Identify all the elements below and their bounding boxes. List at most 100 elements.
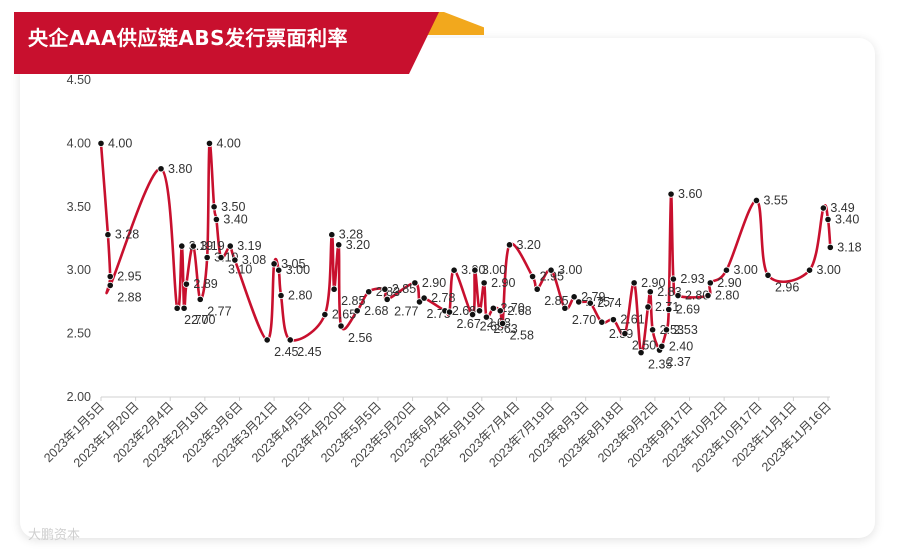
data-point [586,299,594,307]
data-point [353,307,361,315]
data-label: 2.85 [392,282,416,296]
data-label: 3.28 [115,228,139,242]
data-point [665,305,673,314]
data-point [644,303,652,311]
x-tick-label: 2023年3月6日 [180,399,246,465]
data-point [505,241,514,249]
banner-red [14,12,439,74]
chart-card [20,38,875,538]
data-label: 2.58 [510,328,534,342]
data-point [489,304,497,312]
data-label: 3.19 [237,239,261,253]
data-point [381,285,389,293]
x-tick-label: 2023年4月5日 [249,399,315,465]
data-point [321,310,329,319]
data-label: 2.90 [641,276,665,290]
data-label: 2.65 [332,308,356,322]
y-tick-label: 3.50 [67,200,91,214]
data-point [97,139,105,147]
data-label: 2.68 [507,304,531,318]
data-point [498,319,507,328]
data-label: 3.00 [817,263,841,277]
data-point [533,285,541,293]
data-label: 4.00 [108,136,132,150]
data-label: 2.95 [540,270,564,284]
data-label: 2.90 [717,276,741,290]
data-label: 3.10 [228,263,252,277]
data-label: 2.59 [609,327,633,341]
data-label: 2.70 [500,301,524,315]
data-label: 2.45 [297,345,321,359]
data-point [706,279,714,287]
data-point [365,288,373,296]
data-label: 3.20 [346,238,370,252]
data-label: 3.00 [558,263,582,277]
data-label: 3.00 [286,263,310,277]
data-point [658,342,666,350]
data-point [277,291,285,300]
x-tick-label: 2023年7月4日 [457,399,523,465]
data-label: 2.77 [207,304,231,318]
data-point [575,298,583,306]
data-label: 2.70 [184,313,208,327]
x-tick-label: 2023年9月2日 [595,399,661,465]
y-tick-label: 4.50 [67,73,91,87]
data-point [819,204,827,212]
data-point [178,242,186,250]
data-label: 3.00 [733,263,757,277]
data-label: 2.85 [544,294,568,308]
data-point [203,253,211,262]
data-point [328,231,336,239]
data-label: 3.40 [223,212,247,226]
data-point [106,281,114,290]
data-point [182,280,190,288]
data-label: 3.08 [242,253,266,267]
data-point [189,242,197,250]
data-point [646,288,654,296]
data-point [226,242,234,250]
data-point [330,285,338,293]
y-tick-label: 3.00 [67,263,91,277]
data-point [475,307,484,315]
x-tick-label: 2023年5月5日 [318,399,384,465]
data-point [704,291,712,300]
data-point [609,316,617,324]
x-tick-label: 2023年1月5日 [41,399,107,465]
data-label: 2.45 [274,345,298,359]
data-point [805,266,814,274]
data-label: 2.61 [620,313,644,327]
data-point [210,203,218,211]
data-point [212,215,220,224]
data-point [196,295,204,303]
chart-title: 央企AAA供应链ABS发行票面利率 [28,26,349,50]
title-banner [14,12,484,74]
data-label: 2.77 [394,304,418,318]
data-label: 3.18 [837,240,861,254]
data-point [104,231,112,239]
data-label: 3.80 [168,162,192,176]
data-label: 2.90 [491,276,515,290]
data-label: 2.90 [422,276,446,290]
data-label: 2.79 [581,290,605,304]
data-point [468,310,477,319]
data-label: 3.49 [830,201,854,215]
data-point [662,326,671,334]
data-point [824,215,832,224]
data-point [157,165,165,173]
data-point [270,260,278,268]
data-label: 2.40 [669,339,693,353]
data-label: 3.50 [221,200,245,214]
data-point [335,241,343,249]
data-label: 2.56 [348,331,372,345]
y-tick-label: 2.00 [67,390,91,404]
data-label: 3.19 [200,239,224,253]
data-point [648,326,657,334]
data-label: 3.28 [339,228,363,242]
data-point [496,307,504,315]
data-point [598,318,606,326]
data-point [286,336,294,344]
data-point [752,196,761,205]
data-label: 3.40 [835,212,859,226]
data-label: 2.78 [431,291,455,305]
data-point [450,266,458,274]
